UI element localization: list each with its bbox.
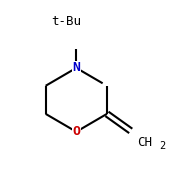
Text: CH: CH <box>138 136 153 149</box>
Text: N: N <box>72 61 80 74</box>
Text: t-Bu: t-Bu <box>51 15 81 28</box>
Text: O: O <box>72 125 80 138</box>
Text: 2: 2 <box>159 141 165 151</box>
